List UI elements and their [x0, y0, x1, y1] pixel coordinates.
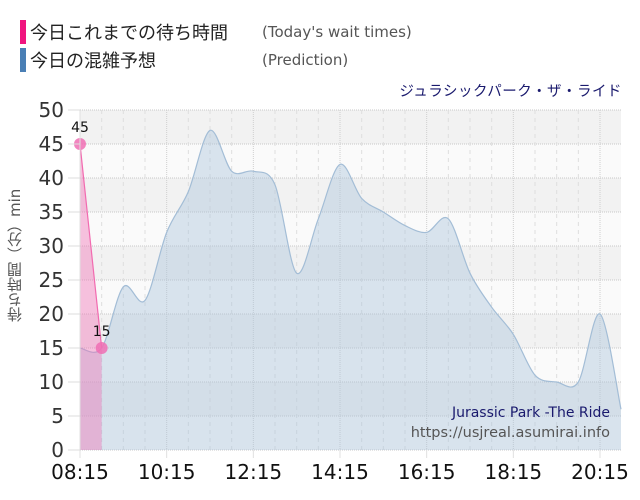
x-tick-label: 16:15: [398, 460, 456, 484]
legend-item-actual[interactable]: 今日これまでの待ち時間 (Today's wait times): [20, 18, 412, 46]
x-tick-label: 12:15: [225, 460, 283, 484]
prediction-line: [79, 129, 622, 410]
x-tick-label: 08:15: [51, 460, 109, 484]
prediction-series: [79, 129, 622, 451]
y-tick-label: 40: [39, 166, 64, 190]
watermark: Jurassic Park -The Ride https://usjreal.…: [411, 405, 610, 441]
y-tick-label: 30: [39, 234, 64, 258]
y-tick-label: 20: [39, 302, 64, 326]
y-tick-label: 45: [39, 132, 64, 156]
actual-area: [80, 144, 102, 450]
plot-band: [80, 416, 621, 450]
y-tick-label: 25: [39, 268, 64, 292]
legend-prediction-label-jp: 今日の混雑予想: [30, 51, 156, 72]
y-tick-label: 0: [51, 438, 64, 462]
legend-item-prediction[interactable]: 今日の混雑予想 (Prediction): [20, 46, 412, 74]
y-tick-label: 35: [39, 200, 64, 224]
plot-band: [80, 348, 621, 382]
data-point-label: 15: [93, 324, 111, 340]
watermark-ride-name: Jurassic Park -The Ride: [451, 405, 610, 421]
plot-band: [80, 280, 621, 314]
legend: 今日これまでの待ち時間 (Today's wait times) 今日の混雑予想…: [20, 18, 412, 74]
plot-band: [80, 144, 621, 178]
y-tick-label: 5: [51, 404, 64, 428]
legend-actual-label-en: (Today's wait times): [262, 23, 412, 41]
x-tick-label: 18:15: [485, 460, 543, 484]
actual-line: [79, 143, 103, 349]
y-tick-label: 50: [39, 98, 64, 122]
y-tick-label: 15: [39, 336, 64, 360]
watermark-url: https://usjreal.asumirai.info: [411, 425, 610, 441]
plot-band: [80, 110, 621, 144]
axes: 0 5 10 15 20 25 30 35 40 45 50 08:15 10:15 12:15 14:15…: [39, 98, 629, 484]
plot-band: [80, 212, 621, 246]
prediction-swatch-icon: [20, 48, 26, 72]
actual-swatch-icon: [20, 20, 26, 44]
data-point-marker: [95, 342, 108, 354]
legend-prediction-label-en: (Prediction): [262, 51, 349, 69]
plot-band: [80, 314, 621, 348]
plot-band: [80, 178, 621, 212]
x-tick-label: 10:15: [138, 460, 196, 484]
plot-band: [80, 382, 621, 416]
plot-band: [80, 246, 621, 280]
x-tick-label: 20:15: [571, 460, 629, 484]
ride-title: ジュラシックパーク・ザ・ライド: [399, 84, 622, 100]
x-tick-label: 14:15: [311, 460, 369, 484]
prediction-area: [80, 130, 621, 451]
legend-actual-label-jp: 今日これまでの待ち時間: [30, 23, 228, 44]
plot-background: [80, 110, 621, 450]
y-tick-label: 10: [39, 370, 64, 394]
